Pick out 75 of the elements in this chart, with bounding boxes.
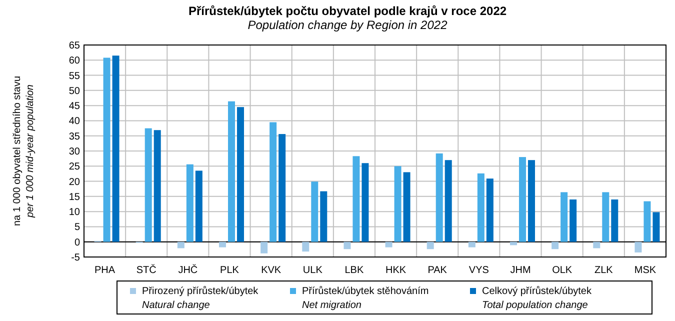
y-tick-label: 55 — [68, 70, 80, 82]
y-tick-label: -5 — [71, 252, 80, 264]
y-tick-label: 30 — [68, 146, 80, 158]
bar — [652, 212, 660, 242]
x-tick-label: PHA — [94, 265, 116, 276]
bar — [219, 242, 226, 248]
y-tick-label: 50 — [68, 86, 80, 97]
y-tick-label: 10 — [68, 207, 80, 218]
bar — [570, 199, 577, 242]
bar — [186, 164, 194, 242]
bar — [362, 163, 369, 242]
bar — [444, 160, 452, 242]
legend-label: Přírůstek/úbytek stěhováním Net migration — [302, 285, 429, 311]
bar — [468, 242, 476, 248]
bar — [436, 153, 443, 242]
chart-subtitle: Population change by Region in 2022 — [248, 18, 448, 32]
x-tick-label: VYS — [468, 265, 490, 276]
bar — [403, 172, 410, 242]
bar — [352, 156, 360, 242]
y-tick-label: 0 — [74, 237, 80, 248]
bar — [426, 242, 434, 250]
legend-label: Přirozený přírůstek/úbytek Natural change — [142, 285, 260, 311]
bar — [486, 178, 494, 242]
bar — [144, 128, 152, 242]
x-tick-label: KVK — [261, 265, 282, 276]
y-tick-label: 25 — [68, 162, 80, 173]
bar — [560, 192, 568, 242]
x-tick-label: ZLK — [594, 265, 614, 276]
bar — [602, 192, 610, 242]
bar — [195, 170, 202, 242]
y-tick-label: 5 — [74, 222, 80, 234]
bar — [611, 199, 618, 242]
bar — [237, 107, 244, 242]
bar — [270, 122, 277, 242]
bar — [154, 130, 161, 242]
bar — [344, 242, 351, 250]
bar — [477, 173, 484, 242]
x-tick-label: JHČ — [178, 264, 198, 276]
x-tick-label: PLK — [220, 265, 240, 276]
bar — [644, 201, 651, 242]
bar — [320, 191, 328, 242]
y-axis-title: na 1 000 obyvatel středního stavu per 1 000 mid-year population — [12, 76, 36, 226]
y-tick-label: 15 — [68, 192, 80, 203]
bar — [528, 160, 535, 242]
bar — [228, 101, 235, 242]
bar — [634, 242, 642, 252]
x-tick-label: HKK — [386, 265, 406, 276]
bar — [311, 182, 318, 242]
chart-title: Přírůstek/úbytek počtu obyvatel podle krajů v roce 2022 — [188, 4, 507, 18]
y-tick-label: 20 — [68, 176, 80, 188]
legend-label: Celkový přírůstek/úbytek Total population change — [482, 285, 592, 311]
x-tick-label: OLK — [552, 265, 572, 276]
x-tick-label: PAK — [428, 265, 448, 276]
x-tick-label: ULK — [302, 265, 323, 276]
bar — [103, 58, 110, 242]
x-tick-label: JHM — [510, 265, 531, 276]
bar — [385, 242, 392, 248]
y-tick-label: 35 — [68, 131, 80, 142]
y-tick-label: 40 — [68, 116, 80, 128]
bar — [177, 242, 184, 248]
bar — [510, 242, 517, 246]
x-tick-label: MSK — [634, 265, 656, 276]
bar — [260, 242, 268, 254]
bar — [302, 242, 310, 252]
bar — [593, 242, 600, 248]
bar — [112, 56, 120, 242]
bar — [552, 242, 559, 250]
bar — [278, 134, 286, 242]
y-tick-label: 65 — [68, 40, 80, 52]
y-tick-label: 60 — [68, 56, 80, 67]
y-tick-label: 45 — [68, 101, 80, 112]
x-tick-label: STČ — [136, 264, 156, 276]
bar — [394, 166, 402, 242]
bar — [519, 157, 526, 242]
x-tick-label: LBK — [344, 265, 364, 276]
